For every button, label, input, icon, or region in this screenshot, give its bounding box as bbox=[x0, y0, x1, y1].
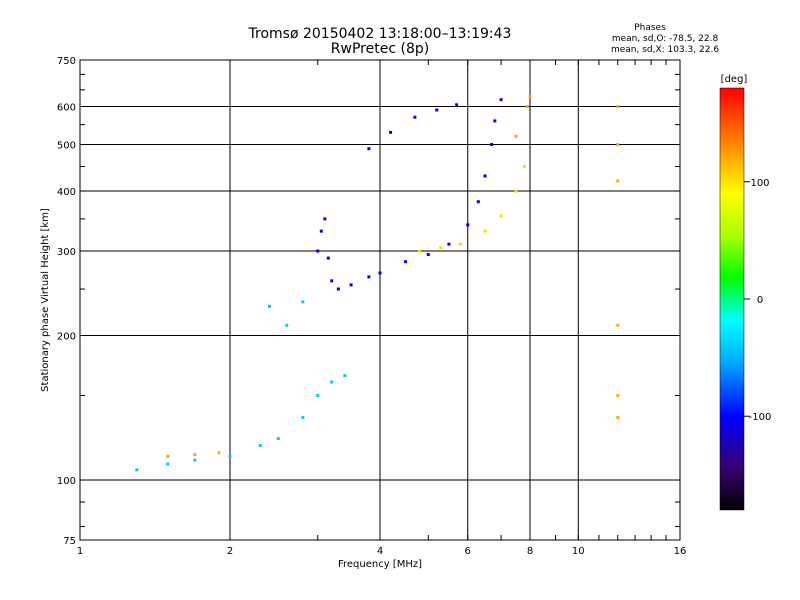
echo-point bbox=[403, 260, 407, 264]
echo-point bbox=[616, 179, 620, 183]
echo-point bbox=[285, 323, 289, 327]
echo-point bbox=[499, 98, 503, 102]
phase-stats-heading: Phases bbox=[634, 23, 666, 33]
echo-point bbox=[378, 271, 382, 275]
echo-point bbox=[417, 249, 421, 253]
x-tick-label: 1 bbox=[77, 546, 83, 557]
echo-point bbox=[316, 394, 320, 398]
y-tick-label: 200 bbox=[57, 332, 76, 343]
echo-point bbox=[616, 323, 620, 327]
x-tick-label: 10 bbox=[572, 546, 585, 557]
echo-point bbox=[413, 115, 417, 119]
x-tick-label: 2 bbox=[227, 546, 233, 557]
echo-point bbox=[367, 275, 371, 279]
echo-point bbox=[616, 105, 620, 109]
x-tick-label: 8 bbox=[527, 546, 533, 557]
y-tick-label: 100 bbox=[57, 476, 76, 487]
echo-point bbox=[616, 394, 620, 398]
colorbar-tick-label: -100 bbox=[749, 412, 772, 423]
echo-point bbox=[166, 454, 170, 458]
echo-point bbox=[193, 458, 197, 462]
echo-point bbox=[217, 451, 221, 455]
echo-point bbox=[514, 134, 518, 138]
y-axis-label: Stationary phase Virtual Height [km] bbox=[40, 208, 51, 392]
phase-stats-o-mode: mean, sd,O: -78.5, 22.8 bbox=[611, 34, 719, 44]
y-tick-label: 300 bbox=[57, 247, 76, 258]
x-tick-label: 16 bbox=[674, 546, 687, 557]
echo-point bbox=[466, 223, 470, 227]
echo-point bbox=[458, 242, 462, 246]
echo-point bbox=[476, 200, 480, 204]
y-tick-label: 500 bbox=[57, 141, 76, 152]
echo-point bbox=[367, 147, 371, 151]
echo-point bbox=[426, 253, 430, 257]
colorbar bbox=[719, 87, 745, 511]
echo-point bbox=[258, 444, 262, 448]
phase-stats-x-mode: mean, sd,X: 103.3, 22.6 bbox=[610, 45, 720, 55]
echo-point bbox=[336, 287, 340, 291]
echo-point bbox=[525, 105, 529, 109]
echo-point bbox=[493, 119, 497, 123]
echo-point bbox=[166, 462, 170, 466]
echo-point bbox=[319, 229, 323, 233]
echo-point bbox=[490, 143, 494, 147]
colorbar-tick-label: 100 bbox=[750, 178, 769, 189]
echo-point bbox=[301, 300, 305, 304]
echo-point bbox=[349, 283, 353, 287]
echo-point bbox=[276, 437, 280, 441]
echo-point bbox=[316, 249, 320, 253]
echo-point bbox=[267, 304, 271, 308]
echo-point bbox=[301, 415, 305, 419]
echo-point bbox=[514, 189, 518, 193]
echo-point bbox=[483, 174, 487, 178]
echo-point bbox=[343, 374, 347, 378]
echo-point bbox=[523, 164, 527, 168]
echo-point bbox=[330, 380, 334, 384]
echo-point bbox=[616, 143, 620, 147]
y-tick-label: 750 bbox=[57, 56, 76, 67]
echo-point bbox=[435, 108, 439, 112]
y-tick-label: 75 bbox=[63, 536, 76, 547]
chart-subtitle: RwPretec (8p) bbox=[330, 41, 430, 57]
x-tick-label: 4 bbox=[377, 546, 383, 557]
echo-point bbox=[326, 256, 330, 260]
y-tick-label: 600 bbox=[57, 103, 76, 114]
echo-point bbox=[455, 103, 459, 107]
colorbar-label: [deg] bbox=[721, 74, 748, 85]
echo-point bbox=[228, 454, 232, 458]
chart-title: Tromsø 20150402 13:18:00–13:19:43 bbox=[248, 26, 512, 42]
echo-point bbox=[483, 229, 487, 233]
x-tick-label: 6 bbox=[465, 546, 471, 557]
echo-point bbox=[389, 130, 393, 134]
echo-point bbox=[330, 279, 334, 283]
echo-point bbox=[439, 246, 443, 250]
echo-point bbox=[135, 468, 139, 472]
x-axis-label: Frequency [MHz] bbox=[338, 559, 422, 570]
echo-point bbox=[323, 217, 327, 221]
colorbar-tick-label: 0 bbox=[757, 295, 763, 306]
echo-point bbox=[616, 415, 620, 419]
echo-point bbox=[193, 453, 197, 457]
y-tick-label: 400 bbox=[57, 187, 76, 198]
echo-point bbox=[528, 94, 532, 98]
echo-point bbox=[499, 214, 503, 218]
echo-point bbox=[447, 242, 451, 246]
